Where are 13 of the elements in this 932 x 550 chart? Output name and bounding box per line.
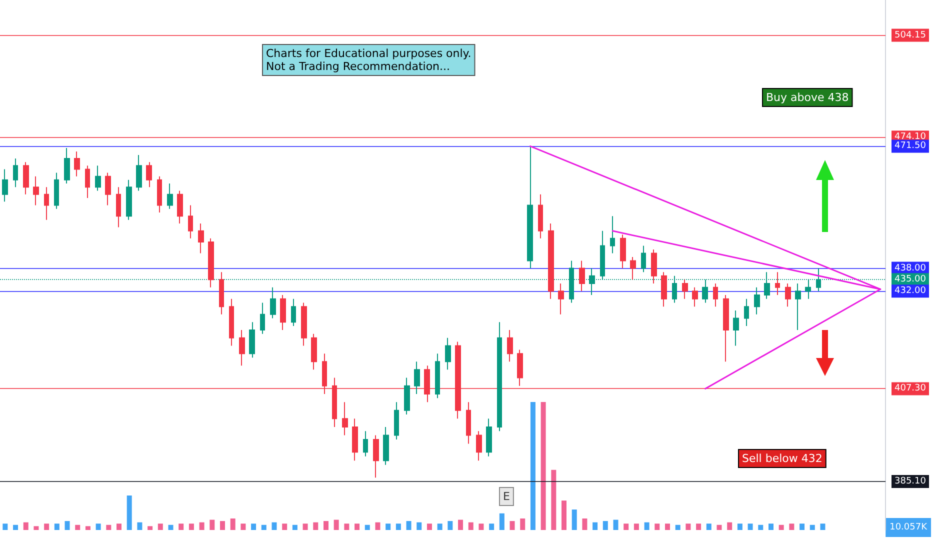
y-tick-label: 407.30 [894,384,926,394]
y-tick-label: 385.10 [894,476,926,487]
annotation: Sell below 432 [742,452,822,465]
y-tick-label: 432.00 [894,286,926,296]
annotation: Charts for Educational purposes only. Not a Trading Recommendation... [266,47,472,73]
y-tick-label: 471.50 [894,141,926,152]
y-tick-label: 438.00 [894,263,926,274]
y-tick-label: 504.15 [894,30,926,40]
text: 10.057K [890,522,928,532]
y-tick-label: 435.00 [894,274,926,285]
annotation: E [503,490,510,503]
y-tick-label: 474.10 [894,132,926,142]
annotation: Buy above 438 [766,91,849,104]
